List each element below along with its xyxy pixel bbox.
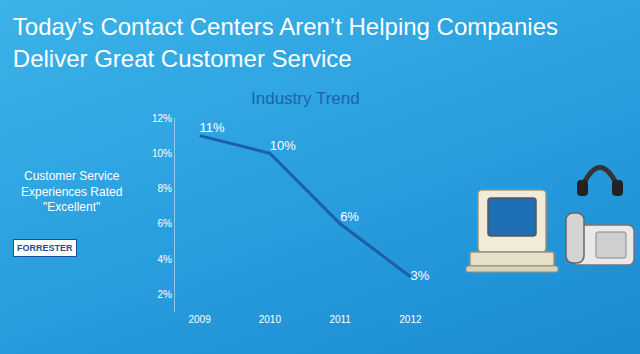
svg-text:8%: 8%	[158, 183, 173, 194]
svg-text:6%: 6%	[158, 218, 173, 229]
svg-text:2009: 2009	[188, 314, 211, 325]
svg-text:2%: 2%	[158, 289, 173, 300]
svg-text:10%: 10%	[270, 138, 296, 153]
svg-text:6%: 6%	[340, 209, 359, 224]
svg-text:4%: 4%	[158, 254, 173, 265]
svg-text:11%: 11%	[200, 120, 225, 135]
svg-text:12%: 12%	[152, 113, 172, 124]
svg-text:Industry Trend: Industry Trend	[251, 89, 360, 108]
svg-text:2010: 2010	[259, 314, 282, 325]
svg-text:FORRESTER: FORRESTER	[17, 243, 73, 253]
svg-text:2012: 2012	[399, 314, 422, 325]
svg-text:3%: 3%	[410, 268, 429, 283]
svg-text:10%: 10%	[152, 148, 172, 159]
svg-text:Today’s Contact Centers Aren’t: Today’s Contact Centers Aren’t Helping C…	[13, 13, 558, 71]
svg-text:Customer ServiceExperiences Ra: Customer ServiceExperiences Rated"Excell…	[21, 169, 122, 214]
svg-text:2011: 2011	[329, 314, 351, 325]
